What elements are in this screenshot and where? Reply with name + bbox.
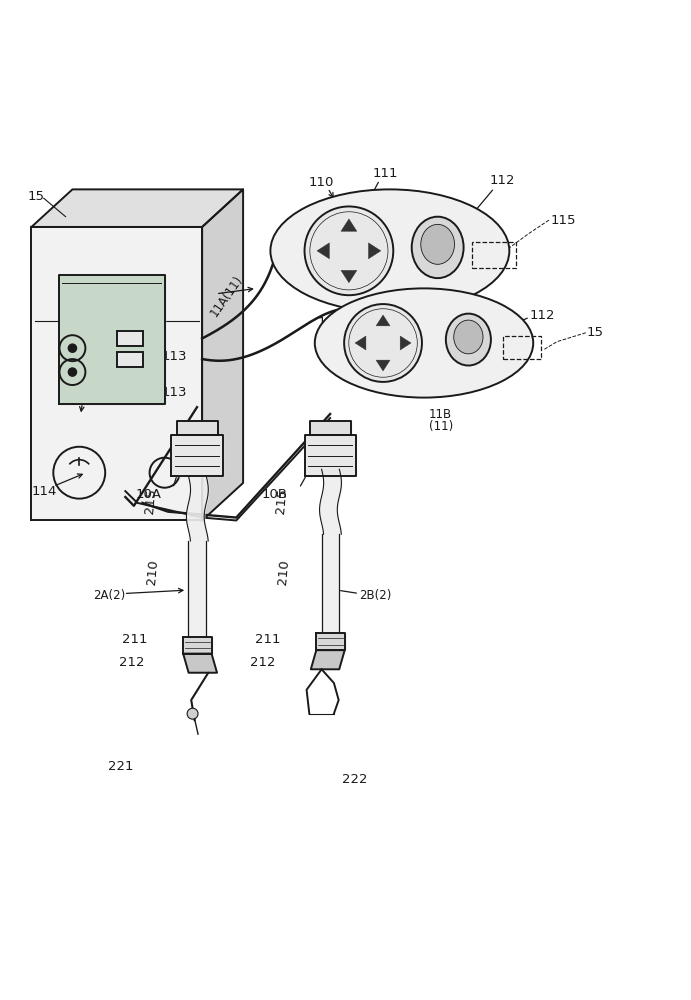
Text: 2A(2): 2A(2) [93,589,125,602]
Polygon shape [376,360,390,371]
Text: 215: 215 [274,488,289,515]
Text: 110: 110 [317,316,343,329]
Text: 110: 110 [309,176,334,189]
Polygon shape [368,243,381,259]
Circle shape [68,344,77,352]
Ellipse shape [412,217,464,278]
Text: 221: 221 [108,760,134,773]
Polygon shape [376,315,390,326]
Ellipse shape [421,224,455,264]
Polygon shape [202,189,243,520]
Text: 212: 212 [119,656,144,669]
Text: 114: 114 [66,319,91,332]
Text: 11B: 11B [429,408,452,421]
Ellipse shape [454,320,483,354]
Ellipse shape [270,189,509,312]
Polygon shape [311,650,345,669]
Circle shape [305,206,393,295]
Text: 212: 212 [250,656,276,669]
Polygon shape [32,189,243,227]
Polygon shape [32,227,202,520]
Polygon shape [171,435,223,476]
Bar [117,352,143,367]
Text: 114: 114 [32,485,57,498]
Polygon shape [341,219,357,231]
Polygon shape [316,633,345,650]
Text: 15: 15 [587,326,603,339]
Text: 112: 112 [490,174,515,187]
Text: 10B: 10B [261,488,287,501]
Polygon shape [183,654,217,673]
Text: 2B(2): 2B(2) [359,589,392,602]
Text: 211: 211 [122,633,147,646]
Text: 111: 111 [372,167,398,180]
Text: 15: 15 [28,190,45,203]
Polygon shape [183,637,211,654]
Polygon shape [317,243,330,259]
Circle shape [187,708,198,719]
Bar [117,331,143,346]
Text: 215: 215 [142,488,158,515]
Text: (11): (11) [429,420,453,433]
Ellipse shape [446,314,491,366]
Polygon shape [355,336,366,350]
Polygon shape [176,421,218,435]
Text: 113: 113 [162,350,187,363]
Text: 210: 210 [144,558,160,585]
Text: 113: 113 [162,386,187,399]
Text: 111: 111 [371,308,397,321]
Text: 112: 112 [530,309,556,322]
Polygon shape [341,270,357,283]
Text: 10A: 10A [135,488,161,501]
Circle shape [344,304,422,382]
Circle shape [68,368,77,376]
Polygon shape [400,336,411,350]
Text: 11A(11): 11A(11) [207,273,245,320]
Polygon shape [189,541,206,637]
Text: 151: 151 [76,377,102,390]
Text: 222: 222 [342,773,368,786]
Polygon shape [59,275,164,404]
Ellipse shape [315,288,533,398]
Text: 211: 211 [255,633,281,646]
Text: 115: 115 [550,214,576,227]
Bar [472,242,516,268]
Polygon shape [321,534,339,633]
Text: 210: 210 [276,558,291,585]
Polygon shape [305,435,356,476]
Bar [502,336,542,359]
Polygon shape [310,421,350,435]
